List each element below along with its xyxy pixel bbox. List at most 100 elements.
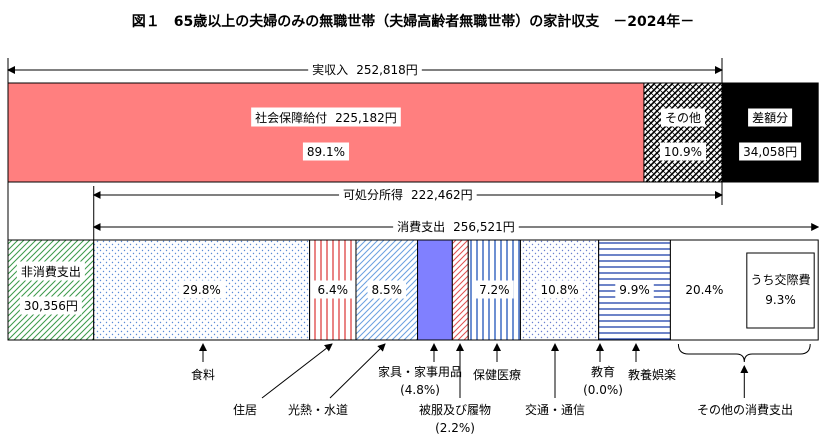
category-label-part: 食料 [191, 367, 215, 382]
category-value-part: 8.5% [372, 283, 403, 297]
income-label: 実収入 252,818円 [312, 62, 418, 77]
income-label-part: 252,818円 [356, 63, 418, 77]
category-value-part: 10.8% [540, 283, 578, 297]
category-label-part: 保健医療 [473, 368, 521, 382]
deficit-bar [721, 82, 819, 183]
category-value-part: (4.8%) [400, 383, 440, 397]
category-label: 光熱・水道 [288, 403, 348, 417]
label-box [475, 280, 514, 299]
sub-item-value: 9.3% [765, 293, 796, 307]
category-value-group: 7.2% [475, 280, 514, 299]
category-label: 教育 [591, 364, 615, 379]
category-value: 8.5% [372, 283, 403, 297]
non-consumption-value: 30,356円 [24, 299, 78, 313]
deficit-label: 差額分 [752, 111, 788, 125]
segment-share-group: 89.1% [302, 142, 350, 161]
brace [677, 343, 811, 363]
segment-label-group: 社会保障給付 225,182円 [251, 107, 401, 127]
consumption-label-part: 256,521円 [453, 220, 515, 234]
category-value: 7.2% [479, 283, 510, 297]
category-label-group: 光熱・水道 [288, 403, 348, 417]
category-value: 20.4% [685, 283, 723, 297]
deficit-label-group: 差額分 [748, 108, 793, 127]
label-box [659, 142, 707, 161]
category-label-group: 食料 [191, 367, 215, 382]
disposable-label-group: 可処分所得 222,462円 [339, 184, 477, 204]
segment-label-part: 225,182円 [335, 111, 397, 125]
label-box [251, 107, 401, 127]
chart-title: 図１ 65歳以上の夫婦のみの無職世帯（夫婦高齢者無職世帯）の家計収支 －2024… [132, 13, 694, 30]
income-segment [7, 82, 645, 183]
category-label-group: 教養娯楽 [628, 367, 676, 382]
segment-label-group: その他 [660, 108, 705, 127]
category-label-part: 交通・通信 [525, 402, 585, 417]
label-box [367, 280, 407, 299]
category-label-part: 光熱・水道 [288, 403, 348, 417]
segment-label-part: 社会保障給付 [255, 110, 327, 125]
disposable-label: 可処分所得 222,462円 [343, 187, 473, 202]
category-label-group: 教育 [591, 364, 615, 379]
non-consumption-label-group: 非消費支出 [16, 261, 85, 281]
deficit-value-part: 34,058円 [743, 145, 797, 159]
category-value: 29.8% [183, 283, 221, 297]
category-value-group: (2.2%) [435, 421, 475, 435]
label-box [308, 59, 422, 79]
category-value: 9.9% [619, 283, 650, 297]
category-label: 住居 [233, 403, 257, 417]
income-label-group: 実収入 252,818円 [308, 59, 422, 79]
category-value-group: 9.9% [615, 280, 654, 299]
non-consumption-value-part: 30,356円 [24, 299, 78, 313]
category-label: 保健医療 [473, 368, 521, 382]
consumption-label: 消費支出 256,521円 [397, 219, 515, 234]
category-label-part: 被服及び履物 [419, 403, 491, 417]
non-consumption-value-group: 30,356円 [19, 296, 82, 315]
income-label-part: 実収入 [312, 62, 348, 77]
deficit-label-part: 差額分 [752, 111, 788, 125]
segment-label: その他 [665, 111, 701, 125]
sub-item-label: うち交際費 [750, 272, 810, 287]
category-label: 食料 [191, 367, 215, 382]
category-label-part: 住居 [233, 403, 257, 417]
label-box [615, 280, 654, 299]
segment-share: 89.1% [307, 145, 345, 159]
category-value-group: (4.8%) [400, 383, 440, 397]
segment-share: 10.9% [664, 145, 702, 159]
category-value-part: 6.4% [318, 283, 349, 297]
label-box [19, 296, 82, 315]
callout [261, 343, 333, 399]
category-bar [451, 239, 469, 341]
category-label-group: 住居 [233, 403, 257, 417]
segment-label-part: その他 [665, 111, 701, 125]
label-box [393, 216, 519, 236]
category-value-group: 6.4% [313, 280, 353, 299]
category-label: 家具・家事用品 [378, 364, 462, 379]
label-box [302, 142, 350, 161]
sub-item-label-part: うち交際費 [750, 272, 810, 287]
category-label-part: 教養娯楽 [628, 367, 676, 382]
category-bar [417, 239, 453, 341]
category-value: (0.0%) [583, 383, 623, 397]
category-label-part: 教育 [591, 364, 615, 379]
category-label-group: その他の消費支出 [697, 402, 793, 417]
category-label-part: 家具・家事用品 [378, 364, 462, 379]
income-segment [643, 82, 723, 183]
category-label: 交通・通信 [525, 402, 585, 417]
label-box [748, 108, 793, 127]
category-value: (4.8%) [400, 383, 440, 397]
sub-item-box [746, 252, 815, 329]
category-bar [355, 239, 419, 341]
sub-item-value-group: 9.3% [765, 293, 796, 307]
sub-item-value-part: 9.3% [765, 293, 796, 307]
label-box [339, 184, 477, 204]
category-value-group: 10.8% [536, 280, 583, 299]
category-value-group: 20.4% [685, 283, 723, 297]
category-label-group: 被服及び履物 [419, 403, 491, 417]
category-value-part: 7.2% [479, 283, 510, 297]
consumption-label-part: 消費支出 [397, 219, 445, 234]
callout [329, 343, 386, 399]
deficit-value-group: 34,058円 [739, 142, 802, 161]
label-box [660, 108, 705, 127]
category-value-group: 8.5% [367, 280, 407, 299]
label-box [178, 280, 225, 299]
